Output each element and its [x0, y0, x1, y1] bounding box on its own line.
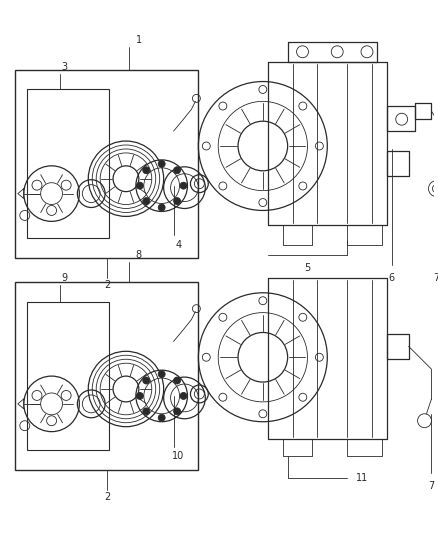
- Circle shape: [158, 370, 165, 377]
- Text: 3: 3: [61, 62, 67, 71]
- Circle shape: [158, 414, 165, 421]
- Text: 6: 6: [389, 273, 395, 283]
- Text: 5: 5: [304, 263, 311, 273]
- Circle shape: [143, 377, 150, 384]
- Text: 9: 9: [61, 273, 67, 283]
- Text: 2: 2: [104, 492, 110, 502]
- Circle shape: [173, 167, 180, 174]
- Circle shape: [158, 160, 165, 167]
- Circle shape: [143, 408, 150, 415]
- Circle shape: [158, 204, 165, 211]
- Circle shape: [173, 198, 180, 205]
- Text: 4: 4: [176, 240, 182, 250]
- Circle shape: [173, 377, 180, 384]
- Circle shape: [180, 392, 187, 399]
- Text: 10: 10: [173, 451, 185, 462]
- Circle shape: [136, 182, 143, 189]
- Bar: [27, 302, 109, 450]
- Text: 8: 8: [136, 250, 142, 260]
- Circle shape: [180, 182, 187, 189]
- Bar: [15, 70, 198, 258]
- Circle shape: [136, 392, 143, 399]
- Text: 11: 11: [356, 473, 368, 483]
- Text: 2: 2: [104, 280, 110, 290]
- Text: 7: 7: [433, 273, 438, 283]
- Text: 7: 7: [428, 481, 434, 491]
- Bar: [27, 90, 109, 238]
- Bar: [15, 282, 198, 470]
- Text: 1: 1: [136, 35, 142, 45]
- Circle shape: [143, 198, 150, 205]
- Circle shape: [143, 167, 150, 174]
- Circle shape: [173, 408, 180, 415]
